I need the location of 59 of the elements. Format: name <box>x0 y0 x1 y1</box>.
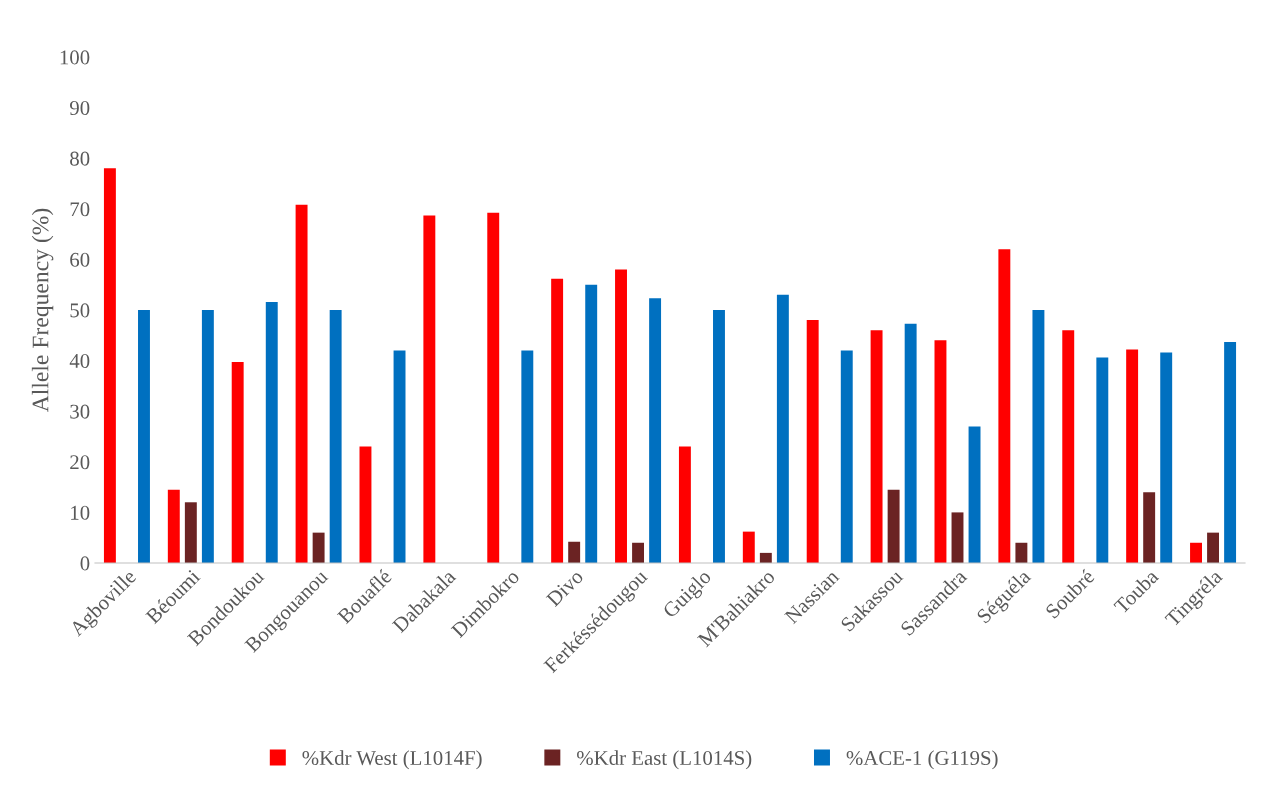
bar <box>776 294 789 563</box>
y-tick-label: 70 <box>70 202 90 217</box>
y-tick-label: 10 <box>71 505 90 520</box>
bar <box>742 531 755 563</box>
bar <box>585 284 598 563</box>
bar <box>951 512 964 563</box>
legend-label: %Kdr West (L1014F) <box>302 750 482 770</box>
bar <box>713 310 725 563</box>
bar <box>103 168 116 563</box>
bar <box>359 446 372 563</box>
legend-label: %ACE-1 (G119S) <box>846 750 998 770</box>
bar <box>295 204 308 563</box>
y-tick-label: 90 <box>69 100 90 116</box>
bar <box>1224 341 1237 563</box>
bar <box>265 301 278 563</box>
bar <box>184 502 197 563</box>
y-axis-title: Allele Frequency (%) <box>31 208 54 413</box>
bar <box>1143 492 1156 563</box>
bar <box>423 215 436 563</box>
bar <box>201 310 214 563</box>
bar <box>231 362 244 563</box>
y-tick-label: 0 <box>80 556 90 571</box>
bar <box>138 310 150 563</box>
bar <box>840 350 853 563</box>
bar <box>393 350 406 563</box>
bar <box>887 489 900 563</box>
y-tick-label: 50 <box>70 303 90 318</box>
bar <box>998 249 1011 563</box>
y-tick-label: 20 <box>70 455 90 470</box>
bar <box>329 310 342 563</box>
y-tick-label: 60 <box>70 252 90 267</box>
bar <box>1032 310 1045 563</box>
bar <box>968 426 981 563</box>
bar <box>1160 352 1173 563</box>
legend-label: %Kdr East (L1014S) <box>577 750 752 770</box>
bar <box>1062 330 1075 563</box>
bar <box>167 489 180 563</box>
bar <box>312 532 325 563</box>
bar <box>1015 542 1028 563</box>
bar <box>1207 532 1220 563</box>
bar <box>487 212 500 563</box>
bar <box>904 323 917 563</box>
y-tick-label: 30 <box>70 404 90 419</box>
bar <box>568 541 581 563</box>
bar <box>1190 542 1202 563</box>
bar <box>632 542 645 563</box>
bar <box>678 446 691 563</box>
bar <box>1096 357 1109 563</box>
y-tick-label: 100 <box>60 50 90 65</box>
y-tick-label: 40 <box>69 353 90 369</box>
bar <box>1126 349 1139 563</box>
bar <box>934 340 947 563</box>
bar <box>615 269 627 563</box>
bar <box>806 320 819 563</box>
bar <box>870 330 883 563</box>
bar <box>521 350 534 563</box>
bar <box>551 278 564 563</box>
y-tick-label: 80 <box>70 151 90 166</box>
bar <box>649 298 662 563</box>
